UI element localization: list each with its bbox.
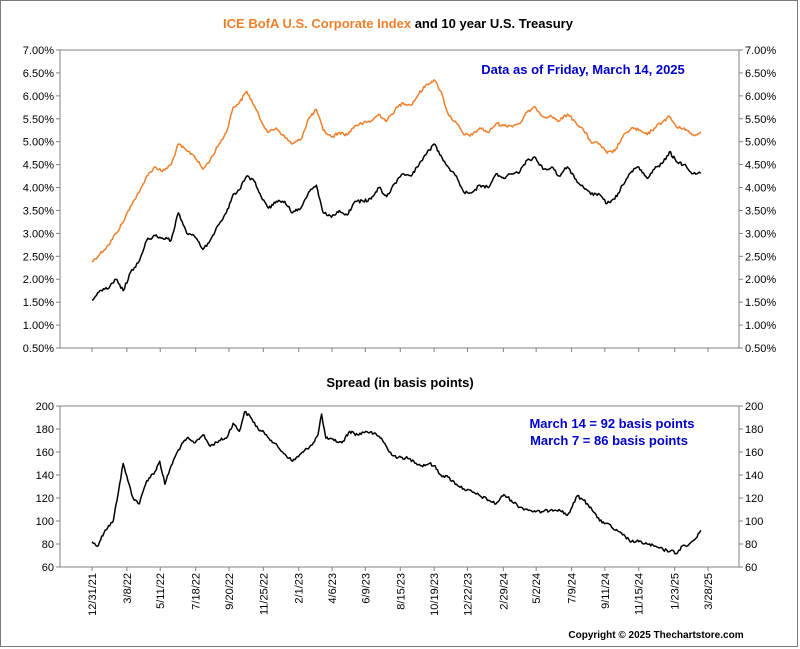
top-y-tick-label: 6.00% — [23, 91, 54, 103]
bottom-y-tick-label: 120 — [36, 493, 54, 505]
top-y-tick-label-right: 7.00% — [745, 45, 776, 57]
top-y-tick-label-right: 4.00% — [745, 183, 776, 195]
top-y-tick-label-right: 4.50% — [745, 160, 776, 172]
copyright-text: Copyright © 2025 Thechartstore.com — [568, 630, 743, 641]
top-series-line-1 — [92, 143, 702, 301]
top-y-tick-label: 1.50% — [23, 297, 54, 309]
bottom-series-group — [91, 410, 702, 555]
bottom-y-tick-label: 140 — [36, 470, 54, 482]
x-tick-label: 7/18/22 — [191, 573, 203, 610]
chart-title-treasury: and 10 year U.S. Treasury — [411, 16, 574, 31]
x-tick-label: 4/6/23 — [327, 573, 339, 604]
x-tick-label: 9/20/22 — [224, 573, 236, 610]
x-tick-label: 2/1/23 — [294, 573, 306, 604]
x-tick-label: 5/11/22 — [155, 573, 167, 609]
x-tick-label: 12/22/23 — [462, 573, 474, 616]
top-y-tick-label-right: 6.00% — [745, 91, 776, 103]
x-tick-label: 5/2/24 — [531, 573, 543, 604]
x-tick-label: 9/11/24 — [600, 573, 612, 609]
x-tick-label: 12/31/21 — [87, 573, 99, 616]
top-y-tick-label-right: 3.00% — [745, 228, 776, 240]
bottom-y-tick-label-right: 140 — [745, 470, 763, 482]
x-tick-label: 7/9/24 — [567, 573, 579, 604]
bottom-y-tick-label-right: 120 — [745, 493, 763, 505]
bottom-y-tick-label-right: 100 — [745, 516, 763, 528]
x-tick-label: 10/19/23 — [429, 573, 441, 616]
bottom-plot-area — [59, 405, 740, 568]
data-date-annotation: Data as of Friday, March 14, 2025 — [481, 62, 685, 77]
top-y-tick-label: 3.50% — [23, 205, 54, 217]
top-y-tick-label: 5.00% — [23, 137, 54, 149]
x-axis-ticks: 12/31/21 3/8/22 5/11/22 7/18/22 9/20/22 11/25… — [87, 348, 715, 616]
spread-annotation-current: March 14 = 92 basis points — [529, 416, 694, 431]
top-y-tick-label-right: 5.00% — [745, 137, 776, 149]
top-y-tick-label: 4.00% — [23, 183, 54, 195]
bottom-y-ticks: 60 60 80 80 100 100 120 120 140 140 160 160 180 180 20… — [36, 401, 764, 574]
top-y-tick-label: 2.00% — [23, 274, 54, 286]
top-y-tick-label: 4.50% — [23, 160, 54, 172]
x-tick-label: 11/25/22 — [258, 573, 270, 615]
top-series-line-0 — [91, 79, 702, 263]
bottom-y-tick-label: 100 — [36, 516, 54, 528]
x-tick-label: 3/28/25 — [703, 573, 715, 610]
top-y-tick-label: 3.00% — [23, 228, 54, 240]
spread-annotation-previous: March 7 = 86 basis points — [530, 433, 688, 448]
top-y-tick-label-right: 5.50% — [745, 114, 776, 126]
top-y-tick-label-right: 3.50% — [745, 205, 776, 217]
top-y-tick-label: 7.00% — [23, 45, 54, 57]
spread-title: Spread (in basis points) — [326, 375, 473, 390]
top-series-group — [91, 79, 702, 301]
top-plot-area — [59, 49, 740, 349]
top-y-tick-label: 0.50% — [23, 343, 54, 355]
top-y-tick-label: 5.50% — [23, 114, 54, 126]
top-y-tick-label-right: 2.50% — [745, 251, 776, 263]
x-tick-label: 3/8/22 — [122, 573, 134, 604]
bottom-y-tick-label: 180 — [36, 424, 54, 436]
x-tick-label: 8/15/23 — [395, 573, 407, 610]
bottom-y-tick-label: 200 — [36, 401, 54, 413]
top-y-tick-label-right: 6.50% — [745, 68, 776, 80]
top-y-ticks: 0.50% 0.50% 1.00% 1.00% 1.50% 1.50% 2.00% 2.00%… — [23, 45, 777, 355]
bottom-y-tick-label-right: 80 — [745, 539, 757, 551]
chart-title: ICE BofA U.S. Corporate Index and 10 yea… — [223, 16, 574, 31]
x-tick-label: 2/29/24 — [498, 573, 510, 610]
bottom-y-tick-label: 60 — [42, 562, 54, 574]
top-y-tick-label: 6.50% — [23, 68, 54, 80]
bottom-y-tick-label-right: 160 — [745, 447, 763, 459]
top-y-tick-label: 1.00% — [23, 320, 54, 332]
bottom-y-tick-label-right: 60 — [745, 562, 757, 574]
x-tick-label: 6/9/23 — [360, 573, 372, 604]
top-y-tick-label-right: 2.00% — [745, 274, 776, 286]
bottom-y-tick-label-right: 180 — [745, 424, 763, 436]
chart-title-corporate: ICE BofA U.S. Corporate Index — [223, 16, 412, 31]
bottom-y-tick-label: 80 — [42, 539, 54, 551]
bottom-y-tick-label-right: 200 — [745, 401, 763, 413]
spread-series-line-0 — [91, 410, 702, 555]
top-y-tick-label-right: 1.00% — [745, 320, 776, 332]
x-tick-label: 1/23/25 — [670, 573, 682, 610]
bottom-y-tick-label: 160 — [36, 447, 54, 459]
top-y-tick-label-right: 0.50% — [745, 343, 776, 355]
x-tick-label: 11/15/24 — [634, 573, 646, 615]
top-y-tick-label-right: 1.50% — [745, 297, 776, 309]
top-y-tick-label: 2.50% — [23, 251, 54, 263]
